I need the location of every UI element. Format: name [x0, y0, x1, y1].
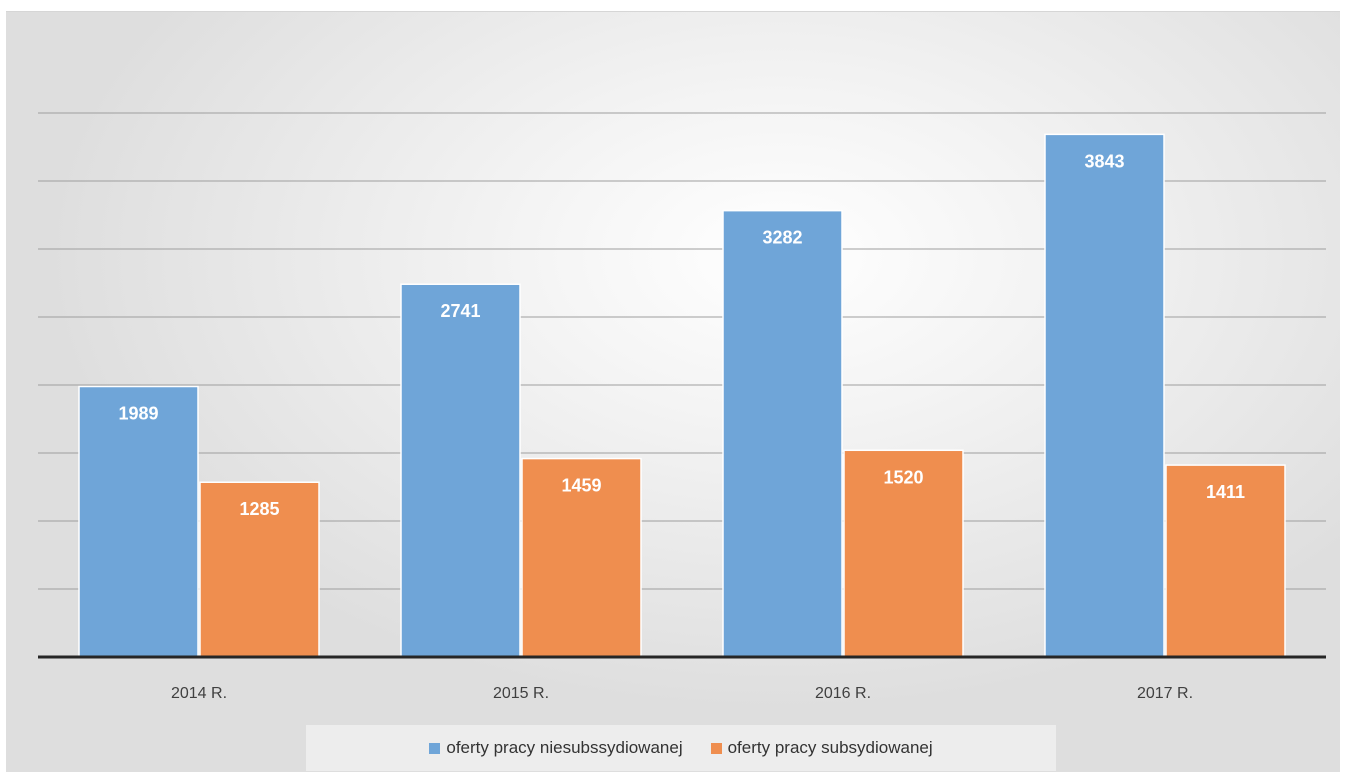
- data-label-2016-r--series-2: 1520: [883, 467, 923, 487]
- legend-label-series-2: oferty pracy subsydiowanej: [727, 738, 933, 757]
- x-axis-tick-labels: 2014 R. 2015 R. 2016 R. 2017 R.: [171, 685, 1193, 702]
- x-tick-label-2014-r-: 2014 R.: [171, 685, 227, 702]
- data-label-2015-r--series-1: 2741: [440, 301, 480, 321]
- bar-2017-r--series-2: [1165, 464, 1286, 658]
- x-tick-label-2016-r-: 2016 R.: [815, 685, 871, 702]
- bar-2017-r--series-1: [1044, 133, 1165, 658]
- legend-entry-series-2: oferty pracy subsydiowanej: [710, 738, 933, 758]
- bar-2015-r--series-1: [400, 283, 521, 658]
- bar-2015-r--series-2: [521, 457, 642, 658]
- bar-2014-r--series-2: [199, 481, 320, 658]
- data-label-2014-r--series-2: 1285: [239, 499, 279, 519]
- data-label-2016-r--series-1: 3282: [762, 228, 802, 248]
- bar-2014-r--series-1: [78, 385, 199, 658]
- x-tick-label-2017-r-: 2017 R.: [1137, 685, 1193, 702]
- data-label-2017-r--series-2: 1411: [1206, 482, 1245, 502]
- legend-swatch-series-1: [429, 742, 441, 754]
- legend-label-series-1: oferty pracy niesubssydiowanej: [446, 738, 683, 757]
- data-label-2015-r--series-2: 1459: [561, 476, 601, 496]
- legend-swatch-series-2: [710, 742, 722, 754]
- legend: oferty pracy niesubssydiowanej oferty pr…: [306, 725, 1056, 771]
- data-labels: 1989 1285 2741 1459 3282 1520 3843 1411: [118, 151, 1245, 519]
- data-label-2014-r--series-1: 1989: [118, 403, 158, 423]
- legend-entry-series-1: oferty pracy niesubssydiowanej: [429, 738, 683, 758]
- x-tick-label-2015-r-: 2015 R.: [493, 685, 549, 702]
- bar-2016-r--series-2: [843, 449, 964, 658]
- data-label-2017-r--series-1: 3843: [1084, 151, 1124, 171]
- bar-2016-r--series-1: [722, 209, 843, 658]
- bars: [78, 133, 1286, 658]
